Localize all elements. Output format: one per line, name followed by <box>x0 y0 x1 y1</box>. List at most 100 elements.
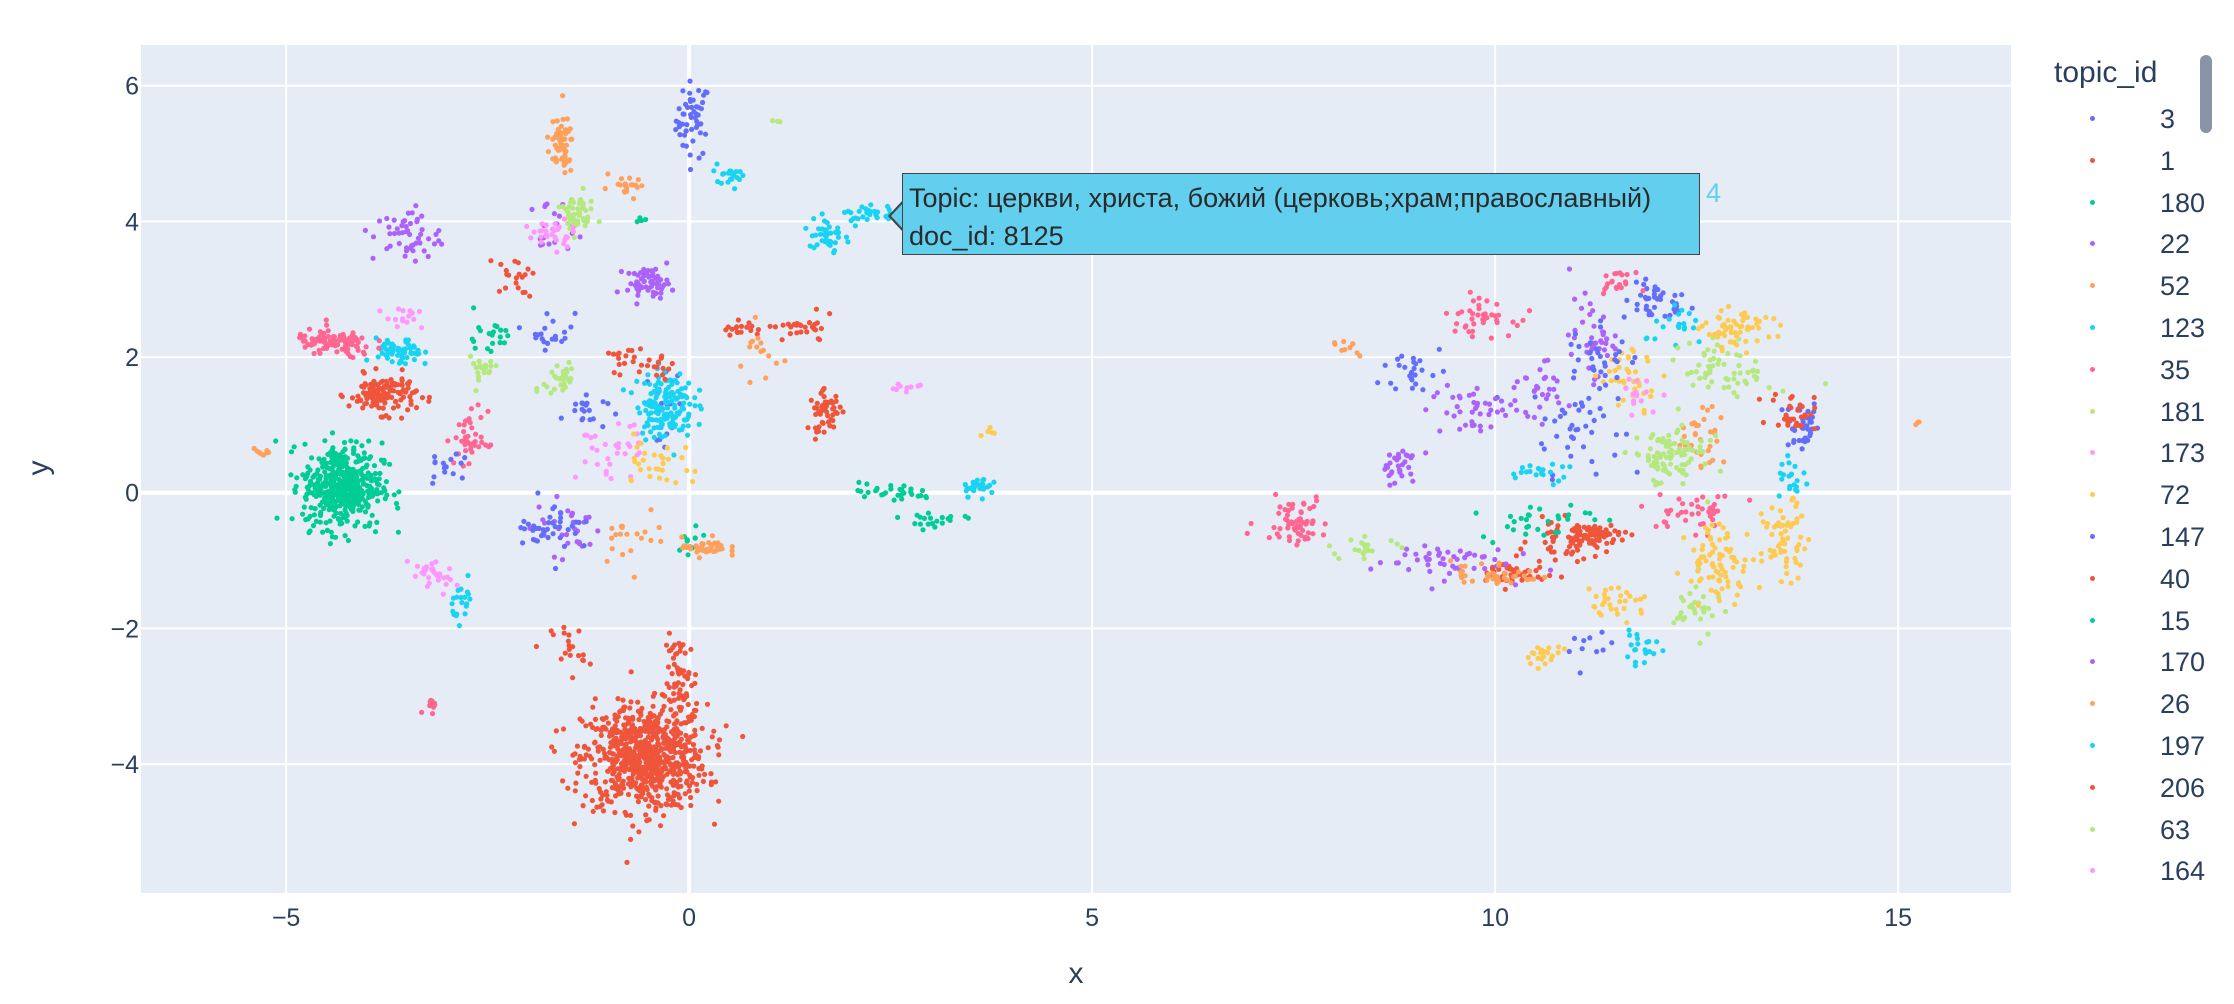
scatter-point <box>701 532 707 538</box>
scatter-point <box>377 395 383 401</box>
legend-scrollbar[interactable] <box>2200 55 2212 133</box>
scatter-point <box>670 287 676 293</box>
scatter-point <box>429 561 435 567</box>
scatter-point <box>391 230 398 237</box>
scatter-point <box>1587 340 1593 346</box>
scatter-point <box>1621 605 1627 612</box>
scatter-point <box>625 781 632 787</box>
scatter-point <box>1477 423 1483 429</box>
legend-item-40[interactable]: 40 <box>2090 560 2230 600</box>
scatter-point <box>1412 372 1418 378</box>
scatter-point <box>1595 350 1601 356</box>
legend-item-63[interactable]: 63 <box>2090 811 2230 851</box>
scatter-point <box>620 778 626 784</box>
scatter-point <box>1514 407 1520 413</box>
scatter-point <box>608 475 614 482</box>
scatter-point <box>1575 426 1581 432</box>
scatter-point <box>664 802 670 808</box>
scatter-point <box>1469 578 1475 584</box>
scatter-point <box>1717 578 1723 584</box>
legend-item-164[interactable]: 164 <box>2090 852 2230 892</box>
scatter-point <box>671 713 677 719</box>
legend-item-1[interactable]: 1 <box>2090 142 2230 182</box>
scatter-point <box>1742 557 1748 563</box>
scatter-point <box>641 740 647 746</box>
scatter-point <box>538 331 544 337</box>
scatter-point <box>1789 393 1795 400</box>
scatter-point <box>803 225 809 231</box>
scatter-point <box>329 430 336 436</box>
legend-item-180[interactable]: 180 <box>2090 184 2230 224</box>
scatter-point <box>1641 410 1647 416</box>
legend-item-52[interactable]: 52 <box>2090 267 2230 307</box>
scatter-point <box>325 328 331 334</box>
scatter-point <box>1411 365 1417 372</box>
legend-item-72[interactable]: 72 <box>2090 476 2230 516</box>
scatter-point <box>1632 369 1639 375</box>
scatter-point <box>620 697 626 703</box>
scatter-point <box>462 594 468 600</box>
scatter-point <box>562 150 568 156</box>
legend-item-15[interactable]: 15 <box>2090 602 2230 642</box>
scatter-point <box>335 516 342 522</box>
scatter-point <box>1592 553 1598 560</box>
scatter-point <box>1793 503 1799 510</box>
scatter-point <box>1663 519 1669 526</box>
legend-item-206[interactable]: 206 <box>2090 769 2230 809</box>
scatter-point <box>671 766 677 772</box>
scatter-point <box>642 769 649 776</box>
legend-item-181[interactable]: 181 <box>2090 393 2230 433</box>
legend-item-170[interactable]: 170 <box>2090 643 2230 683</box>
scatter-point <box>1417 358 1423 364</box>
scatter-point <box>1579 403 1586 409</box>
scatter-point <box>1499 407 1506 413</box>
legend-item-147[interactable]: 147 <box>2090 518 2230 558</box>
scatter-point <box>1686 445 1692 451</box>
scatter-point <box>1706 574 1712 581</box>
scatter-point <box>597 744 603 750</box>
scatter-point <box>1626 376 1632 382</box>
scatter-point <box>473 388 479 394</box>
scatter-point <box>464 589 470 595</box>
scatter-point <box>1785 419 1791 425</box>
scatter-point <box>1654 318 1660 324</box>
scatter-point <box>681 720 687 726</box>
scatter-point <box>1731 376 1737 382</box>
scatter-point <box>395 306 402 312</box>
scatter-point <box>1446 570 1453 577</box>
scatter-point <box>1725 317 1731 323</box>
scatter-point <box>664 405 671 411</box>
legend-item-3[interactable]: 3 <box>2090 100 2230 140</box>
scatter-point <box>381 343 387 349</box>
legend-item-197[interactable]: 197 <box>2090 727 2230 767</box>
scatter-point <box>431 241 438 247</box>
scatter-point <box>1388 538 1394 544</box>
scatter-point <box>848 210 854 216</box>
scatter-point <box>1545 518 1551 525</box>
legend-item-123[interactable]: 123 <box>2090 309 2230 349</box>
scatter-point <box>1625 368 1632 374</box>
scatter-point <box>648 507 654 513</box>
scatter-point <box>708 782 714 788</box>
scatter-point <box>1700 494 1706 500</box>
scatter-point <box>1356 547 1362 554</box>
legend-item-173[interactable]: 173 <box>2090 434 2230 474</box>
scatter-point <box>371 396 377 403</box>
scatter-point <box>1454 556 1460 562</box>
legend-item-22[interactable]: 22 <box>2090 225 2230 265</box>
scatter-point <box>676 106 682 112</box>
scatter-point <box>1597 353 1603 359</box>
legend-item-26[interactable]: 26 <box>2090 685 2230 725</box>
scatter-point <box>1555 650 1561 656</box>
scatter-point <box>1753 376 1760 382</box>
scatter-point <box>532 331 539 337</box>
scatter-point <box>653 281 659 287</box>
scatter-point <box>360 405 366 411</box>
scatter-point <box>664 260 670 266</box>
legend-item-35[interactable]: 35 <box>2090 351 2230 391</box>
scatter-point <box>888 483 894 489</box>
scatter-point <box>648 775 655 781</box>
scatter-point <box>1698 576 1704 582</box>
scatter-point <box>1683 472 1689 478</box>
